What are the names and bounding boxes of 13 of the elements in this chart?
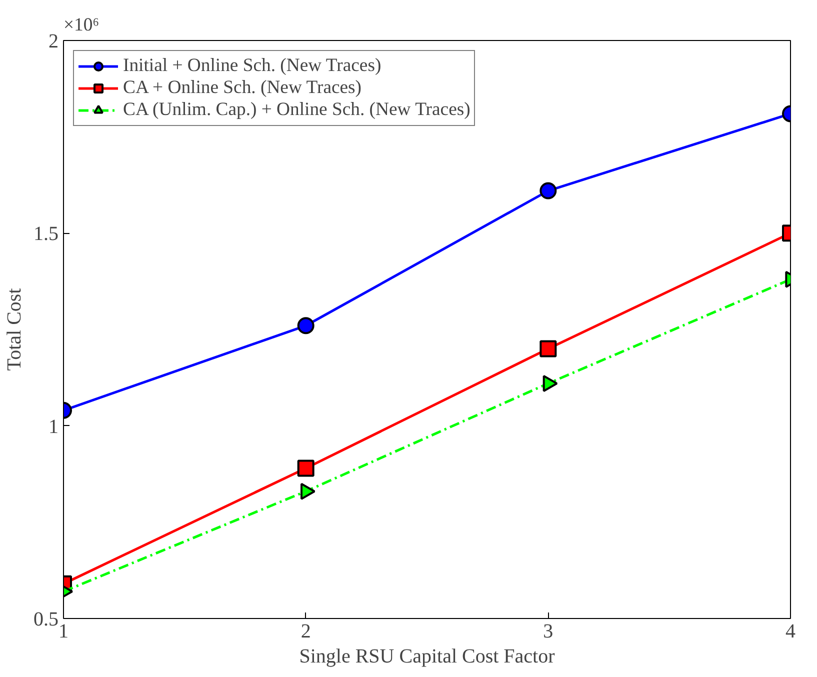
legend-label: CA + Online Sch. (New Traces)	[123, 77, 362, 99]
y-tick-label: 1	[48, 416, 58, 438]
legend-label: CA (Unlim. Cap.) + Online Sch. (New Traces)	[123, 99, 470, 121]
y-tick-label: 1.5	[34, 223, 58, 246]
x-axis-title: Single RSU Capital Cost Factor	[299, 646, 556, 668]
y-tick-label: 0.5	[34, 608, 58, 630]
y-tick-label: 2	[48, 30, 58, 52]
x-tick-label: 4	[786, 620, 796, 642]
text: ×10⁶	[64, 14, 100, 36]
x-tick-label: 2	[300, 620, 311, 642]
legend-label: Initial + Online Sch. (New Traces)	[123, 55, 382, 77]
y-axis-title: Total Cost	[4, 288, 26, 371]
x-tick-label: 3	[543, 620, 554, 642]
